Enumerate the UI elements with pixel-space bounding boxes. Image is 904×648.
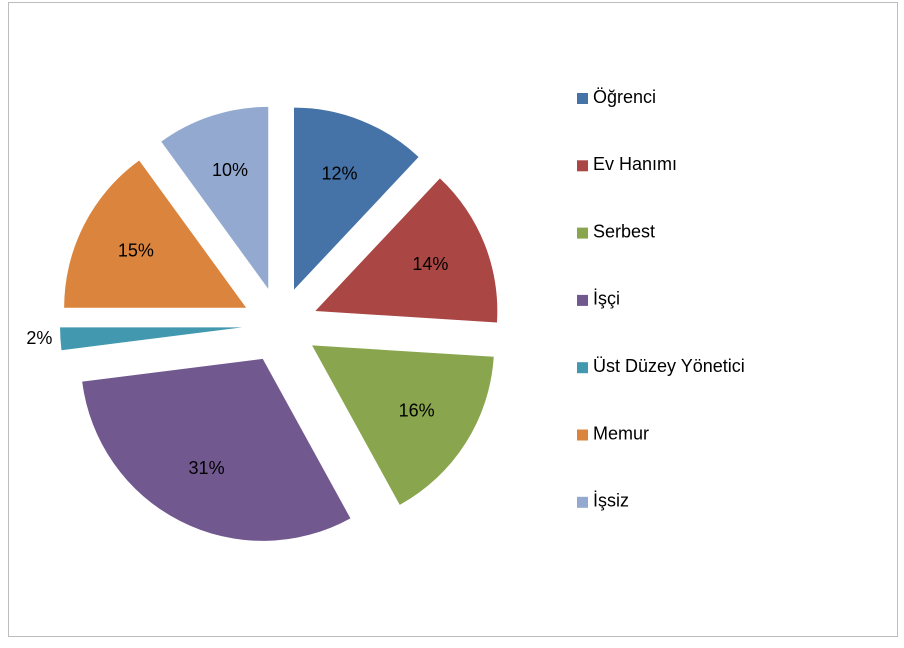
data-label: 2% [26,328,52,348]
legend-label: Ev Hanımı [593,154,677,174]
legend-swatch [577,362,588,374]
legend-swatch [577,160,588,172]
pie-slice [312,345,494,505]
legend-label: Serbest [593,221,655,241]
data-label: 31% [189,458,225,478]
pie-slice [60,327,243,351]
data-label: 15% [118,240,154,260]
legend-swatch [577,227,588,239]
legend-label: İşçi [593,289,620,309]
data-label: 10% [212,160,248,180]
legend-label: Memur [593,423,649,443]
pie-slice [161,106,269,289]
data-label: 14% [412,254,448,274]
pie-slice [64,160,247,308]
legend-label: Öğrenci [593,87,656,107]
legend-swatch [577,93,588,104]
legend-label: Üst Düzey Yönetici [593,356,745,376]
legend-swatch [577,429,588,441]
pie-slice [293,107,419,290]
pie-slice [82,358,351,541]
data-label: 16% [399,400,435,420]
data-label: 12% [322,163,358,183]
pie-slice [315,178,498,323]
legend-swatch [577,496,588,508]
legend-swatch [577,294,588,306]
legend-label: İşsiz [593,491,629,511]
